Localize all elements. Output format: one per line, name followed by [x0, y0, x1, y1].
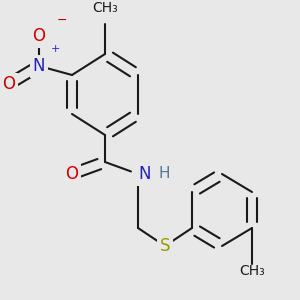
Text: N: N — [138, 165, 151, 183]
Text: CH₃: CH₃ — [92, 1, 118, 15]
Text: O: O — [2, 75, 16, 93]
Text: +: + — [51, 44, 60, 54]
Text: CH₃: CH₃ — [239, 264, 265, 278]
Text: O: O — [65, 165, 79, 183]
Text: −: − — [57, 14, 68, 27]
Text: H: H — [159, 167, 170, 182]
Text: N: N — [33, 57, 45, 75]
Text: S: S — [160, 237, 170, 255]
Text: O: O — [32, 27, 46, 45]
